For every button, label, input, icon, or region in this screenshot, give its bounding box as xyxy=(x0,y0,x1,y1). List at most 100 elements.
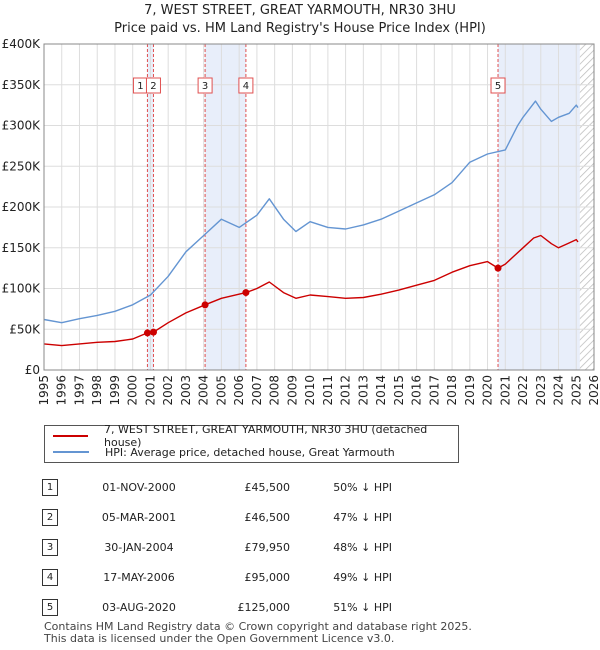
sale-point xyxy=(201,301,209,309)
transaction-number: 4 xyxy=(42,568,58,586)
table-row: 4 17-MAY-2006 £95,000 49% ↓ HPI xyxy=(42,562,392,592)
sale-label-1: 1 xyxy=(132,77,148,94)
x-tick-label: 2003 xyxy=(179,375,193,406)
transactions-table: 1 01-NOV-2000 £45,500 50% ↓ HPI 2 05-MAR… xyxy=(42,472,392,622)
x-tick-label: 2014 xyxy=(374,375,388,406)
sale-label-box xyxy=(145,77,161,94)
sale-point xyxy=(149,328,157,336)
sale-label-box xyxy=(238,77,254,94)
transaction-hpi: 49% ↓ HPI xyxy=(333,570,392,584)
transaction-hpi: 51% ↓ HPI xyxy=(333,600,392,614)
x-tick-label: 2024 xyxy=(552,375,566,406)
x-tick-label: 1996 xyxy=(55,375,69,406)
x-tick-label: 2010 xyxy=(303,375,317,406)
sale-label-number: 4 xyxy=(243,81,249,92)
chart-title: 7, WEST STREET, GREAT YARMOUTH, NR30 3HU xyxy=(144,3,456,18)
y-tick-label: £200K xyxy=(2,200,42,214)
legend-hpi-label: HPI: Average price, detached house, Grea… xyxy=(105,445,395,459)
x-tick-label: 2006 xyxy=(232,375,246,406)
x-tick-label: 2021 xyxy=(498,375,512,406)
table-row: 3 30-JAN-2004 £79,950 48% ↓ HPI xyxy=(42,532,392,562)
transaction-price: £46,500 xyxy=(244,510,291,524)
transaction-number: 2 xyxy=(42,508,58,526)
sale-label-box xyxy=(490,77,506,94)
x-tick-label: 2009 xyxy=(285,375,299,406)
sale-label-number: 1 xyxy=(137,81,143,92)
x-tick-label: 2026 xyxy=(587,375,600,406)
transaction-number: 5 xyxy=(42,598,58,616)
transaction-number: 3 xyxy=(42,538,58,556)
table-row: 5 03-AUG-2020 £125,000 51% ↓ HPI xyxy=(42,592,392,622)
sale-label-number: 2 xyxy=(150,81,156,92)
price-chart: 1 2 3 4 5 £0 £50K £100K £150K £200K £250K £300K £350… xyxy=(2,37,600,406)
y-tick-label: £0 xyxy=(25,363,40,377)
x-tick-label: 2011 xyxy=(321,375,335,406)
y-tick-label: £350K xyxy=(2,78,42,92)
x-tick-label: 2013 xyxy=(356,375,370,406)
transaction-date: 30-JAN-2004 xyxy=(104,540,174,554)
transaction-date: 03-AUG-2020 xyxy=(102,600,176,614)
sale-point xyxy=(143,329,151,337)
chart-subtitle: Price paid vs. HM Land Registry's House … xyxy=(114,21,486,36)
x-tick-label: 2005 xyxy=(214,375,228,406)
x-tick-label: 2002 xyxy=(161,375,175,406)
x-tick-label: 1999 xyxy=(108,375,122,406)
y-tick-label: £100K xyxy=(2,282,42,296)
x-tick-label: 1995 xyxy=(37,375,51,406)
transaction-price: £45,500 xyxy=(244,480,291,494)
legend-property-swatch xyxy=(53,435,88,437)
legend-property-label: 7, WEST STREET, GREAT YARMOUTH, NR30 3HU… xyxy=(104,423,428,449)
sale-label-4: 4 xyxy=(238,77,254,94)
x-tick-label: 2004 xyxy=(197,375,211,406)
table-row: 1 01-NOV-2000 £45,500 50% ↓ HPI xyxy=(42,472,392,502)
x-tick-label: 2020 xyxy=(481,375,495,406)
transaction-price: £95,000 xyxy=(244,570,291,584)
x-tick-label: 2019 xyxy=(463,375,477,406)
y-tick-label: £150K xyxy=(2,241,42,255)
transaction-date: 17-MAY-2006 xyxy=(103,570,175,584)
x-tick-label: 2018 xyxy=(445,375,459,406)
sale-label-box xyxy=(197,77,213,94)
footer-copyright: Contains HM Land Registry data © Crown c… xyxy=(44,620,472,633)
x-tick-label: 2007 xyxy=(250,375,264,406)
x-tick-label: 2012 xyxy=(339,375,353,406)
sale-label-5: 5 xyxy=(490,77,506,94)
x-tick-label: 2025 xyxy=(569,375,583,406)
y-tick-label: £50K xyxy=(9,322,41,336)
x-tick-label: 2008 xyxy=(268,375,282,406)
transaction-price: £79,950 xyxy=(244,540,291,554)
sale-label-3: 3 xyxy=(197,77,213,94)
x-tick-label: 1997 xyxy=(72,375,86,406)
y-tick-label: £300K xyxy=(2,119,42,133)
x-tick-label: 2023 xyxy=(534,375,548,406)
hpi-line xyxy=(43,100,579,324)
transaction-number: 1 xyxy=(42,478,58,496)
y-tick-label: £400K xyxy=(2,37,42,51)
x-tick-label: 2017 xyxy=(427,375,441,406)
legend: 7, WEST STREET, GREAT YARMOUTH, NR30 3HU… xyxy=(44,423,459,463)
sale-point xyxy=(242,289,250,297)
transaction-hpi: 48% ↓ HPI xyxy=(333,540,392,554)
sale-label-number: 3 xyxy=(202,81,208,92)
sale-label-2: 2 xyxy=(145,77,161,94)
sale-label-number: 5 xyxy=(495,81,501,92)
transaction-date: 05-MAR-2001 xyxy=(101,510,177,524)
table-row: 2 05-MAR-2001 £46,500 47% ↓ HPI xyxy=(42,502,392,532)
x-tick-label: 1998 xyxy=(90,375,104,406)
legend-hpi-swatch xyxy=(53,451,89,453)
transaction-date: 01-NOV-2000 xyxy=(102,480,176,494)
plot-frame xyxy=(43,43,595,371)
legend-hpi: HPI: Average price, detached house, Grea… xyxy=(53,444,395,460)
sale-point xyxy=(494,264,502,272)
transaction-price: £125,000 xyxy=(237,600,291,614)
footer-licence: This data is licensed under the Open Gov… xyxy=(44,632,395,645)
y-tick-label: £250K xyxy=(2,159,42,173)
x-tick-label: 2000 xyxy=(126,375,140,406)
x-tick-label: 2016 xyxy=(410,375,424,406)
x-tick-label: 2001 xyxy=(143,375,157,406)
transaction-hpi: 47% ↓ HPI xyxy=(333,510,392,524)
transaction-hpi: 50% ↓ HPI xyxy=(333,480,392,494)
x-tick-label: 2022 xyxy=(516,375,530,406)
x-tick-label: 2015 xyxy=(392,375,406,406)
legend-property: 7, WEST STREET, GREAT YARMOUTH, NR30 3HU… xyxy=(53,423,458,449)
